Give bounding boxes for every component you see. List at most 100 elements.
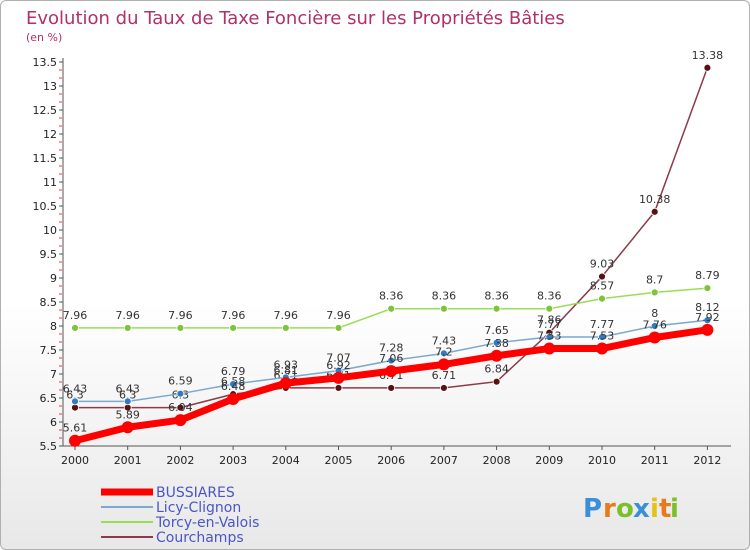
data-point-torcy-en-valois bbox=[439, 304, 448, 313]
data-label-courchamps: 9.03 bbox=[590, 258, 615, 271]
data-label-licy-clignon: 6.43 bbox=[115, 382, 140, 395]
data-label-bussiares: 7.06 bbox=[379, 352, 404, 365]
data-point-bussiares bbox=[701, 323, 714, 336]
x-tick-label: 2006 bbox=[377, 454, 405, 467]
x-tick-label: 2003 bbox=[219, 454, 247, 467]
legend-label-courchamps: Courchamps bbox=[156, 530, 244, 546]
data-label-torcy-en-valois: 8.7 bbox=[646, 273, 664, 286]
data-label-torcy-en-valois: 7.96 bbox=[115, 309, 140, 322]
legend-label-bussiares: BUSSIARES bbox=[156, 485, 235, 501]
data-point-bussiares bbox=[596, 342, 608, 355]
data-label-bussiares: 7.92 bbox=[695, 311, 720, 324]
x-tick-label: 2007 bbox=[430, 454, 458, 467]
data-label-torcy-en-valois: 8.79 bbox=[695, 269, 720, 282]
data-point-courchamps bbox=[703, 63, 712, 72]
data-point-bussiares bbox=[648, 331, 661, 344]
y-tick-label: 13.5 bbox=[33, 56, 58, 69]
x-tick-label: 2000 bbox=[61, 454, 89, 467]
x-tick-label: 2010 bbox=[588, 454, 616, 467]
data-label-bussiares: 7.76 bbox=[642, 319, 667, 332]
data-point-torcy-en-valois bbox=[703, 284, 712, 292]
data-point-bussiares bbox=[227, 392, 240, 405]
x-tick-label: 2009 bbox=[535, 454, 563, 467]
data-label-licy-clignon: 7.65 bbox=[484, 324, 509, 337]
y-tick-label: 7.5 bbox=[40, 344, 58, 357]
legend-label-licy-clignon: Licy-Clignon bbox=[156, 500, 241, 516]
y-tick-label: 8.5 bbox=[40, 296, 58, 309]
data-point-courchamps bbox=[492, 377, 501, 386]
data-label-bussiares: 7.2 bbox=[435, 345, 453, 358]
brand-logo-letter: r bbox=[603, 494, 616, 524]
data-point-bussiares bbox=[121, 421, 134, 434]
data-point-licy-clignon bbox=[492, 338, 501, 347]
data-point-licy-clignon bbox=[703, 316, 712, 325]
y-tick-label: 9 bbox=[50, 272, 57, 285]
data-label-courchamps: 6.3 bbox=[119, 389, 137, 402]
data-point-bussiares bbox=[385, 365, 398, 378]
y-tick-label: 11.5 bbox=[33, 152, 58, 165]
y-tick-label: 9.5 bbox=[40, 248, 58, 261]
data-label-courchamps: 13.38 bbox=[692, 49, 724, 62]
data-label-courchamps: 10.38 bbox=[639, 193, 671, 206]
data-point-courchamps bbox=[387, 384, 396, 392]
y-tick-label: 8 bbox=[50, 320, 57, 333]
data-label-licy-clignon: 6.93 bbox=[274, 358, 299, 371]
data-point-bussiares bbox=[490, 349, 503, 362]
data-label-courchamps: 6.3 bbox=[66, 389, 84, 402]
x-tick-label: 2012 bbox=[693, 454, 721, 467]
brand-logo-letter: x bbox=[633, 494, 650, 524]
data-point-torcy-en-valois bbox=[229, 324, 238, 332]
data-point-courchamps bbox=[334, 384, 343, 392]
y-tick-label: 7 bbox=[50, 368, 57, 381]
data-point-bussiares bbox=[279, 377, 292, 390]
data-point-torcy-en-valois bbox=[71, 324, 79, 332]
data-point-torcy-en-valois bbox=[545, 304, 554, 313]
data-label-licy-clignon: 8 bbox=[651, 307, 658, 320]
data-point-bussiares bbox=[69, 434, 81, 447]
x-tick-label: 2011 bbox=[641, 454, 669, 467]
y-tick-label: 13 bbox=[43, 80, 57, 93]
x-tick-label: 2004 bbox=[272, 454, 300, 467]
data-label-bussiares: 6.48 bbox=[221, 380, 246, 393]
data-label-bussiares: 6.81 bbox=[274, 364, 299, 377]
data-point-bussiares bbox=[174, 414, 187, 427]
data-point-licy-clignon bbox=[123, 397, 132, 406]
data-label-torcy-en-valois: 7.96 bbox=[274, 309, 299, 322]
data-label-bussiares: 5.89 bbox=[115, 408, 140, 421]
data-label-licy-clignon: 7.43 bbox=[432, 334, 457, 347]
data-label-licy-clignon: 7.28 bbox=[379, 342, 404, 355]
data-label-bussiares: 7.53 bbox=[537, 330, 562, 343]
data-point-courchamps bbox=[598, 272, 606, 281]
x-tick-label: 2002 bbox=[166, 454, 194, 467]
brand-logo-letter: o bbox=[616, 494, 634, 524]
brand-logo-letter: i bbox=[650, 494, 659, 524]
y-tick-label: 10.5 bbox=[33, 200, 58, 213]
data-point-courchamps bbox=[176, 403, 185, 412]
data-label-licy-clignon: 7.77 bbox=[537, 318, 562, 331]
data-point-torcy-en-valois bbox=[281, 324, 290, 332]
brand-logo-letter: i bbox=[670, 494, 679, 524]
data-label-licy-clignon: 6.79 bbox=[221, 365, 246, 378]
data-point-bussiares bbox=[543, 342, 556, 355]
data-label-licy-clignon: 7.07 bbox=[326, 352, 351, 365]
data-label-bussiares: 7.53 bbox=[590, 330, 615, 343]
y-tick-label: 6.5 bbox=[40, 392, 58, 405]
data-point-torcy-en-valois bbox=[123, 324, 132, 332]
data-label-courchamps: 6.84 bbox=[484, 363, 509, 376]
x-tick-label: 2008 bbox=[483, 454, 511, 467]
y-tick-label: 10 bbox=[43, 224, 57, 237]
data-point-courchamps bbox=[650, 207, 659, 216]
data-label-bussiares: 6.92 bbox=[326, 359, 351, 372]
data-point-licy-clignon bbox=[71, 397, 79, 406]
data-point-licy-clignon bbox=[229, 380, 238, 388]
data-label-torcy-en-valois: 7.96 bbox=[63, 309, 88, 322]
brand-logo-letter: P bbox=[583, 494, 602, 524]
chart-subtitle: (en %) bbox=[26, 31, 62, 44]
y-tick-label: 6 bbox=[50, 416, 57, 429]
data-point-torcy-en-valois bbox=[598, 294, 606, 303]
data-label-bussiares: 7.38 bbox=[484, 337, 509, 350]
data-label-bussiares: 6.04 bbox=[168, 401, 193, 414]
data-point-torcy-en-valois bbox=[334, 324, 343, 332]
data-point-licy-clignon bbox=[545, 333, 554, 341]
